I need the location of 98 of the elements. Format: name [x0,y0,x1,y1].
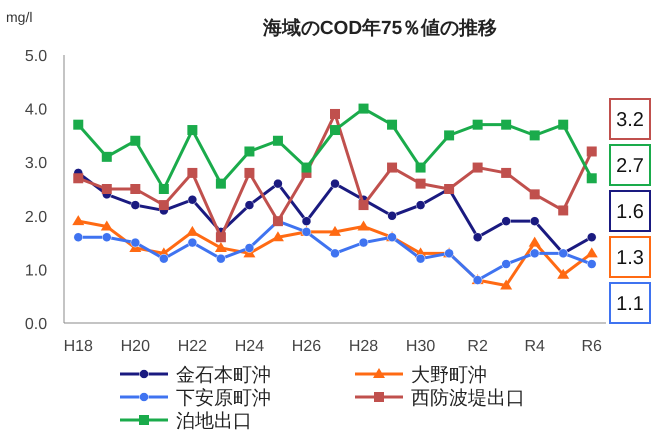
point [558,120,568,130]
point [416,162,426,173]
point [216,254,226,264]
point [214,242,227,252]
point [273,178,283,188]
point [501,120,512,130]
point [73,120,84,130]
point [500,279,512,290]
point [530,189,540,200]
point [329,226,341,236]
x-tick-label: R4 [524,338,546,355]
y-tick-label: 0.0 [24,316,48,333]
point [358,200,369,210]
point [272,136,283,146]
point [472,162,483,173]
point [557,268,570,279]
point [187,125,198,136]
point [188,194,198,204]
point [244,200,254,210]
x-tick-label: H30 [406,338,436,355]
y-tick-label: 4.0 [24,102,48,119]
point [302,216,312,226]
point [244,168,254,178]
point [586,232,596,242]
point [330,108,340,119]
x-tick-label: H18 [64,338,94,355]
point [130,200,140,210]
x-tick-label: R2 [467,338,488,355]
point [530,248,540,258]
data-label: 2.7 [616,155,644,177]
x-tick-label: H20 [120,338,150,355]
point [159,254,169,264]
y-tick-label: 2.0 [24,208,48,226]
chart-title: 海域のCOD年75％値の推移 [262,18,498,39]
point [358,104,369,114]
point [330,248,340,258]
legend-label: 西防波堤出口 [411,388,525,409]
point [330,178,340,188]
point [472,120,483,130]
x-tick-label: H28 [348,338,378,355]
point [387,211,397,221]
point [158,200,169,210]
point [528,236,541,247]
data-label: 1.6 [616,201,644,223]
point [130,136,140,146]
point [216,232,226,242]
data-label: 1.1 [616,293,644,315]
legend-label: 泊地出口 [176,411,252,430]
x-tick-label: R6 [582,338,602,355]
point [586,247,598,258]
point [530,130,540,140]
point [387,120,398,130]
point [501,168,512,178]
point [416,200,426,210]
point [102,232,112,242]
point [330,125,340,136]
x-tick-label: H26 [292,338,322,355]
point [416,254,426,264]
legend-label: 大野町沖 [411,365,487,386]
point [188,238,198,248]
point [244,146,254,156]
point [186,226,198,236]
point [586,173,597,184]
point [444,130,454,140]
point [216,178,226,189]
y-tick-label: 1.0 [24,262,48,280]
y-tick-label: 3.0 [24,155,48,172]
point [74,232,84,242]
data-label: 1.3 [616,247,644,269]
point [501,259,511,269]
point [530,216,540,226]
x-tick-label: H24 [234,338,264,355]
point [586,259,596,269]
point [187,168,198,178]
point [586,146,597,156]
point [130,238,140,248]
point [472,232,482,242]
point [558,205,568,216]
y-tick-label: 5.0 [24,48,48,65]
point [358,220,370,231]
x-tick-label: H22 [178,338,208,355]
legend-label: 下安原町沖 [176,387,271,409]
point [72,215,84,226]
point [301,162,312,173]
point [158,184,169,194]
point [100,220,113,231]
point [102,152,112,162]
point [501,216,511,226]
point [387,162,398,173]
point [102,184,112,194]
point [73,173,84,184]
data-label: 3.2 [616,109,644,131]
point [130,184,140,194]
point [416,178,426,189]
point [358,238,368,248]
point [244,243,254,253]
y-axis-title: mg/l [6,9,32,25]
legend-label: 金石本町沖 [176,365,271,386]
